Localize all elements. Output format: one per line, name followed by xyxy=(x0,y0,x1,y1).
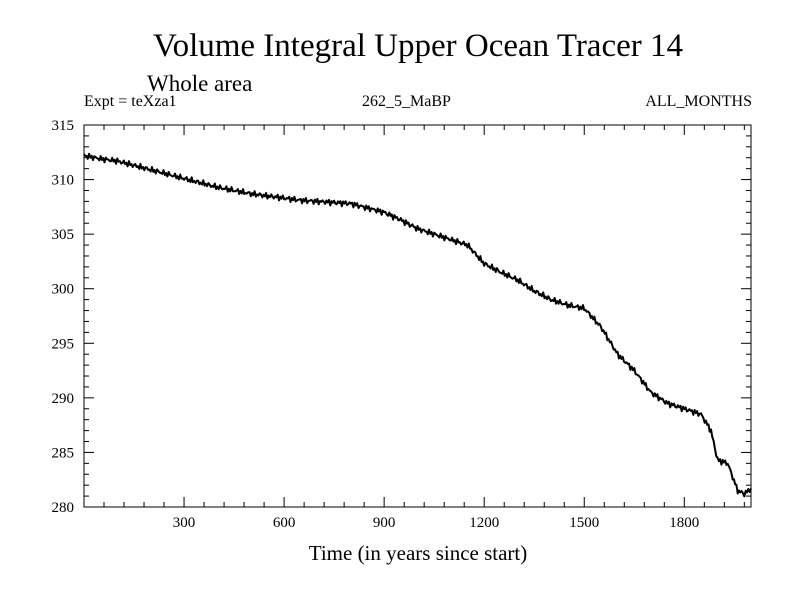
axis-tick-labels: 300 600 900 1200 1500 1800 280 285 290 295 300 305 3… xyxy=(52,118,700,531)
x-tick-label: 1500 xyxy=(569,515,599,531)
period-label: 262_5_MaBP xyxy=(362,93,451,110)
x-tick-label: 1800 xyxy=(669,515,699,531)
y-tick-label: 305 xyxy=(52,227,75,243)
y-tick-label: 300 xyxy=(52,282,75,298)
y-tick-label: 290 xyxy=(52,391,75,407)
months-label: ALL_MONTHS xyxy=(645,93,752,110)
chart-subtitle: Whole area xyxy=(147,71,253,96)
x-axis-label: Time (in years since start) xyxy=(308,541,528,565)
x-tick-label: 300 xyxy=(173,515,196,531)
plot-frame xyxy=(83,124,752,508)
axis-ticks xyxy=(84,125,751,507)
y-tick-label: 315 xyxy=(52,118,75,134)
y-tick-label: 295 xyxy=(52,336,75,352)
y-tick-label: 310 xyxy=(52,173,75,189)
x-tick-label: 900 xyxy=(373,515,396,531)
x-tick-label: 1200 xyxy=(469,515,499,531)
chart-title: Volume Integral Upper Ocean Tracer 14 xyxy=(153,28,683,64)
x-tick-label: 600 xyxy=(273,515,296,531)
experiment-label: Expt = teXza1 xyxy=(84,93,177,110)
y-tick-label: 285 xyxy=(52,445,75,461)
series-line xyxy=(83,152,752,498)
y-tick-label: 280 xyxy=(52,500,75,516)
